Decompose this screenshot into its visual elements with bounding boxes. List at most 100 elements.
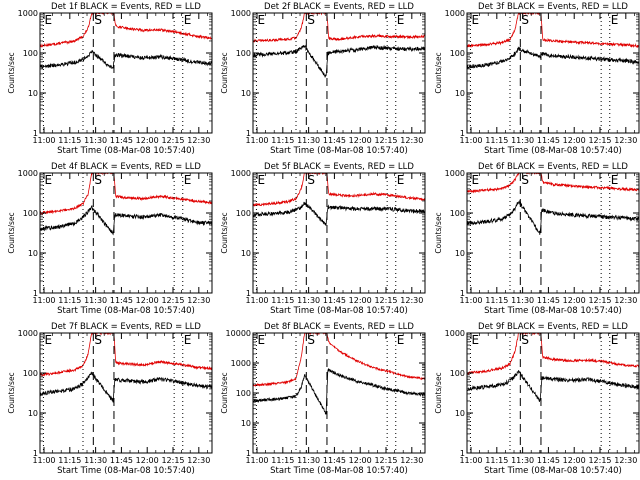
- x-tick-label: 11:00: [459, 136, 482, 145]
- marker-label: E: [397, 333, 405, 347]
- marker-label: S: [521, 173, 529, 187]
- lld-series-line: [40, 13, 212, 48]
- x-tick-label: 12:15: [374, 296, 397, 305]
- events-series-line: [40, 49, 212, 69]
- x-tick-label: 12:00: [563, 136, 586, 145]
- x-tick-label: 11:45: [537, 136, 560, 145]
- plot-frame: [466, 172, 640, 294]
- marker-label: E: [44, 13, 52, 27]
- x-tick-label: 11:15: [271, 136, 294, 145]
- x-tick-label: 11:30: [84, 296, 107, 305]
- x-axis-title: Start Time (08-Mar-08 10:57:40): [57, 466, 195, 476]
- x-tick-label: 11:00: [32, 296, 55, 305]
- y-tick-label: 1: [33, 289, 38, 298]
- plot-frame: [39, 12, 213, 134]
- lld-series-line: [467, 173, 639, 194]
- x-tick-label: 11:00: [245, 136, 268, 145]
- marker-label: S: [521, 13, 529, 27]
- marker-label: S: [307, 13, 315, 27]
- marker-label: E: [44, 173, 52, 187]
- events-series-line: [40, 205, 212, 236]
- x-tick-label: 12:30: [400, 296, 423, 305]
- lld-series-line: [253, 173, 425, 207]
- y-tick-label: 10: [455, 89, 465, 98]
- marker-label: E: [471, 173, 479, 187]
- lld-series-line: [467, 333, 639, 376]
- y-tick-label: 10: [241, 89, 251, 98]
- x-axis-title: Start Time (08-Mar-08 10:57:40): [270, 146, 408, 156]
- y-tick-label: 100: [23, 49, 38, 58]
- x-tick-label: 11:00: [32, 136, 55, 145]
- x-tick-label: 12:30: [187, 136, 210, 145]
- y-tick-label: 10: [241, 419, 251, 428]
- marker-label: E: [184, 173, 192, 187]
- marker-label: S: [307, 333, 315, 347]
- x-tick-label: 11:00: [32, 456, 55, 465]
- x-tick-label: 11:15: [58, 296, 81, 305]
- events-series-line: [467, 199, 639, 235]
- x-tick-label: 11:00: [459, 296, 482, 305]
- y-tick-label: 10: [28, 409, 38, 418]
- x-tick-label: 12:15: [374, 136, 397, 145]
- x-tick-label: 11:15: [485, 136, 508, 145]
- y-tick-label: 100: [236, 209, 251, 218]
- y-tick-label: 100: [450, 369, 465, 378]
- y-tick-label: 1000: [445, 9, 465, 18]
- marker-label: E: [44, 333, 52, 347]
- y-tick-label: 100: [236, 389, 251, 398]
- x-tick-label: 11:15: [271, 296, 294, 305]
- x-tick-label: 12:00: [563, 456, 586, 465]
- y-axis-title: Counts/sec: [220, 372, 229, 413]
- y-tick-label: 1: [460, 129, 465, 138]
- y-axis-title: Counts/sec: [434, 212, 443, 253]
- y-tick-label: 100: [236, 49, 251, 58]
- lld-series-line: [467, 13, 639, 49]
- y-tick-label: 10000: [226, 329, 251, 338]
- y-tick-label: 100: [450, 49, 465, 58]
- x-tick-label: 12:30: [400, 456, 423, 465]
- events-series-line: [253, 368, 425, 415]
- x-tick-label: 11:45: [323, 296, 346, 305]
- x-tick-label: 11:45: [110, 136, 133, 145]
- y-tick-label: 100: [450, 209, 465, 218]
- x-tick-label: 12:30: [400, 136, 423, 145]
- y-axis-title: Counts/sec: [220, 52, 229, 93]
- marker-label: S: [307, 173, 315, 187]
- marker-label: E: [611, 13, 619, 27]
- x-tick-label: 11:15: [58, 136, 81, 145]
- panel-title: Det 2f BLACK = Events, RED = LLD: [264, 2, 414, 12]
- x-axis-title: Start Time (08-Mar-08 10:57:40): [484, 146, 622, 156]
- x-tick-label: 11:45: [537, 296, 560, 305]
- x-tick-label: 12:30: [187, 456, 210, 465]
- y-tick-label: 1: [460, 449, 465, 458]
- panel-title: Det 8f BLACK = Events, RED = LLD: [264, 322, 414, 332]
- x-tick-label: 12:00: [349, 456, 372, 465]
- x-tick-label: 11:30: [84, 136, 107, 145]
- x-tick-label: 11:45: [110, 456, 133, 465]
- x-tick-label: 11:00: [245, 296, 268, 305]
- y-axis-title: Counts/sec: [220, 212, 229, 253]
- x-tick-label: 12:30: [614, 296, 637, 305]
- x-tick-label: 12:00: [136, 296, 159, 305]
- marker-label: S: [94, 173, 102, 187]
- events-series-line: [467, 370, 639, 402]
- events-series-line: [40, 371, 212, 403]
- x-tick-label: 11:15: [485, 456, 508, 465]
- marker-label: E: [471, 333, 479, 347]
- x-tick-label: 11:45: [323, 136, 346, 145]
- x-tick-label: 12:15: [588, 136, 611, 145]
- x-axis-title: Start Time (08-Mar-08 10:57:40): [484, 466, 622, 476]
- x-tick-label: 12:15: [161, 296, 184, 305]
- x-tick-label: 12:15: [588, 296, 611, 305]
- panel-title: Det 6f BLACK = Events, RED = LLD: [478, 162, 628, 172]
- x-tick-label: 11:30: [297, 456, 320, 465]
- x-tick-label: 12:00: [563, 296, 586, 305]
- plot-frame: [252, 172, 426, 294]
- panel-title: Det 3f BLACK = Events, RED = LLD: [478, 2, 628, 12]
- panel-title: Det 5f BLACK = Events, RED = LLD: [264, 162, 414, 172]
